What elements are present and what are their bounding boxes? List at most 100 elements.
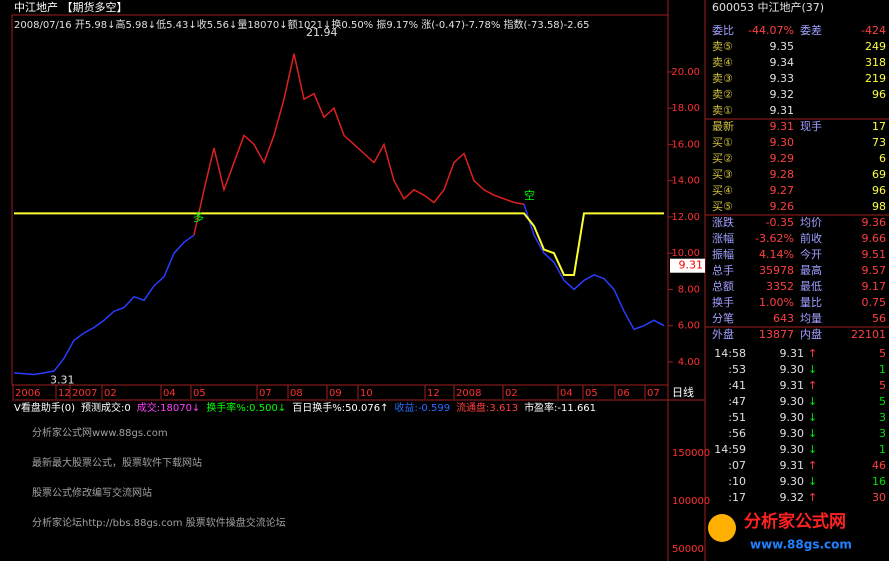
row-value: 9.26 [770,200,795,213]
x-tick-label: 07 [647,388,660,399]
row-value: 643 [773,312,794,325]
row-value: -3.62% [755,232,794,245]
x-tick-label: 05 [585,388,598,399]
x-tick-label: 09 [329,388,342,399]
row-value: 98 [872,200,886,213]
quote-line: 2008/07/16 开5.98↓高5.98↓低5.43↓收5.56↓量1807… [14,18,589,31]
row-value: 73 [872,136,886,149]
panel-title: 600053 中江地产(37) [712,0,824,14]
row-value: 219 [865,72,886,85]
row-label: 量比 [800,296,822,309]
tick-dir: ↓ [808,363,817,376]
row-label: 涨跌 [712,215,734,229]
tick-dir: ↓ [808,475,817,488]
row-value: -0.35 [766,216,794,229]
volume-tick-label: 100000 [672,496,710,507]
row-label: 买① [712,136,733,149]
x-tick-label: 12 [58,388,71,399]
tick-volume: 16 [872,475,886,488]
row-value: 0.75 [862,296,887,309]
x-tick-label: 2006 [15,388,40,399]
row-label: 均量 [800,312,822,325]
indicator-item: 流通盘:3.613 [456,401,518,414]
row-label: 最高 [800,263,822,277]
row-value: 9.51 [862,248,887,261]
row-value: 249 [865,40,886,53]
x-tick-label: 02 [104,388,117,399]
logo: 分析家公式网 [744,511,846,532]
row-value: -44.07% [748,24,794,37]
row-value: 9.36 [862,216,887,229]
row-label: 分笔 [712,311,734,325]
indicator-item: 百日换手%:50.076↑ [292,401,388,414]
x-tick-label: 05 [193,388,206,399]
y-tick-label: 4.00 [678,357,700,368]
tick-time: :07 [728,459,746,472]
tick-price: 9.32 [780,491,805,504]
tick-volume: 1 [879,363,886,376]
row-value: 13877 [759,328,794,341]
volume-tick-label: 150000 [672,448,710,459]
indicator-item: 预测成交:0 [81,401,131,414]
row-value: 69 [872,168,886,181]
x-tick-label: 04 [560,388,573,399]
watermark: 分析家公式网www.88gs.com [32,426,168,439]
tick-time: :56 [728,427,746,440]
watermark: 最新最大股票公式，股票软件下载网站 [32,456,202,469]
tick-dir: ↑ [808,347,817,360]
price-line [13,204,665,376]
indicator-item: V看盘助手(0) [14,401,75,414]
tick-time: :41 [728,379,746,392]
row-label: 卖① [712,104,733,117]
row-value: 17 [872,120,886,133]
tick-dir: ↑ [808,491,817,504]
x-tick-label: 12 [427,388,440,399]
y-tick-label: 10.00 [671,248,700,259]
y-tick-label: 16.00 [671,139,700,150]
row-value: 3352 [766,280,794,293]
row-label: 总额 [712,279,734,293]
watermark: 分析家论坛http://bbs.88gs.com 股票软件操盘交流论坛 [32,516,286,529]
y-tick-label: 6.00 [678,321,700,332]
indicator-item: 收益:-0.599 [394,401,450,414]
tick-price: 9.31 [780,459,805,472]
tick-dir: ↓ [808,427,817,440]
row-value: 4.14% [759,248,794,261]
row-value: 9.33 [770,72,795,85]
row-value: 9.31 [770,120,795,133]
row-value: 318 [865,56,886,69]
row-value: 9.30 [770,136,795,149]
price-line [193,53,525,236]
row-label: 买④ [712,184,733,197]
indicator-item: 市盈率:-11.661 [524,401,596,414]
tick-time: :47 [728,395,746,408]
row-value: 9.57 [862,264,887,277]
row-label: 买② [712,152,733,165]
row-value: 9.32 [770,88,795,101]
tick-time: :53 [728,363,746,376]
tick-price: 9.30 [780,427,805,440]
x-tick-label: 10 [360,388,373,399]
x-tick-label: 07 [259,388,272,399]
chart-title: 中江地产 【期货多空】 [14,0,128,14]
row-label: 委比 [712,24,734,37]
row-value: 96 [872,184,886,197]
buy-mark: 多 [193,210,204,224]
row-value: 9.66 [862,232,887,245]
price-line [14,212,664,276]
row-value: 9.28 [770,168,795,181]
tick-volume: 1 [879,443,886,456]
tick-time: :10 [728,475,746,488]
row-label: 卖③ [712,72,733,85]
row-label: 现手 [800,119,822,133]
row-label: 前收 [800,231,822,245]
tick-volume: 5 [879,395,886,408]
tick-dir: ↓ [808,411,817,424]
row-value: 6 [879,152,886,165]
last-label: 9.31 [679,259,704,272]
tick-price: 9.30 [780,363,805,376]
tick-dir: ↓ [808,443,817,456]
tick-price: 9.31 [780,347,805,360]
